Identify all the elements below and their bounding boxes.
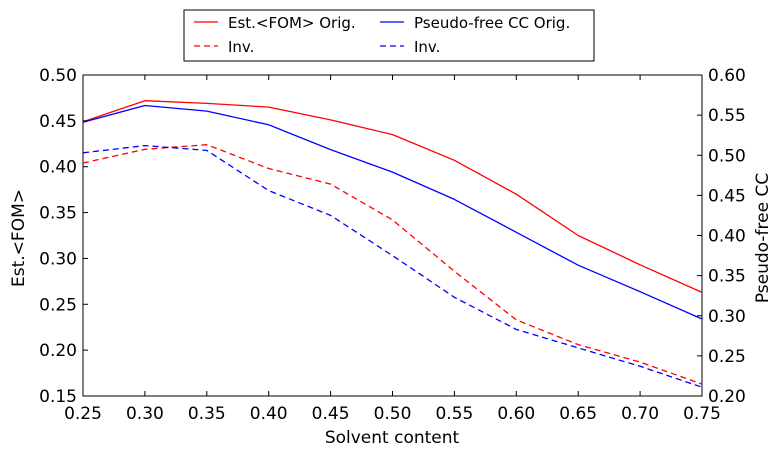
x-tick-label: 0.35 — [188, 404, 226, 424]
y-axis-right-label: Pseudo-free CC — [753, 173, 773, 303]
legend-box — [183, 9, 595, 62]
y-left-tick-label: 0.30 — [39, 249, 77, 269]
x-tick-label: 0.50 — [374, 404, 412, 424]
y-left-tick-label: 0.50 — [39, 66, 77, 86]
series-layer — [82, 100, 703, 388]
y-right-tick-label: 0.50 — [708, 146, 746, 166]
series-cc-inv-line — [82, 144, 703, 388]
y-right-tick-label: 0.20 — [708, 387, 746, 407]
y-left-tick-label: 0.35 — [39, 204, 77, 224]
x-tick-label: 0.45 — [312, 404, 350, 424]
legend-label-cc-orig: Pseudo-free CC Orig. — [414, 14, 570, 32]
y-right-tick-label: 0.30 — [708, 307, 746, 327]
y-right-tick-label: 0.45 — [708, 186, 746, 206]
legend-label-est-fom-inv: Inv. — [228, 38, 254, 56]
y-left-tick-label: 0.40 — [39, 158, 77, 178]
legend: Est.<FOM> Orig. Inv. Pseudo-free CC Orig… — [183, 9, 595, 62]
x-tick-label: 0.25 — [64, 404, 102, 424]
x-axis-label: Solvent content — [325, 428, 460, 448]
y-left-tick-label: 0.25 — [39, 295, 77, 315]
x-tick-label: 0.75 — [683, 404, 721, 424]
y-right-tick-label: 0.60 — [708, 66, 746, 86]
y-right-tick-label: 0.55 — [708, 106, 746, 126]
x-tick-label: 0.65 — [559, 404, 597, 424]
y-axis-left-label: Est.<FOM> — [9, 189, 29, 287]
y-right-tick-label: 0.25 — [708, 347, 746, 367]
y-left-tick-label: 0.20 — [39, 341, 77, 361]
x-tick-label: 0.70 — [621, 404, 659, 424]
legend-label-cc-inv: Inv. — [414, 38, 440, 56]
x-tick-label: 0.40 — [250, 404, 288, 424]
series-est-fom-orig-line — [82, 100, 703, 293]
series-est-fom-inv-line — [82, 144, 703, 385]
series-cc-orig-line — [82, 104, 703, 320]
y-right-tick-label: 0.40 — [708, 227, 746, 247]
y-left-tick-label: 0.15 — [39, 387, 77, 407]
legend-label-est-fom-orig: Est.<FOM> Orig. — [228, 14, 356, 32]
x-tick-label: 0.60 — [497, 404, 535, 424]
y-right-tick-label: 0.35 — [708, 267, 746, 287]
x-tick-label: 0.30 — [126, 404, 164, 424]
x-tick-label: 0.55 — [435, 404, 473, 424]
plot-area-frame — [82, 74, 703, 397]
y-left-tick-label: 0.45 — [39, 112, 77, 132]
